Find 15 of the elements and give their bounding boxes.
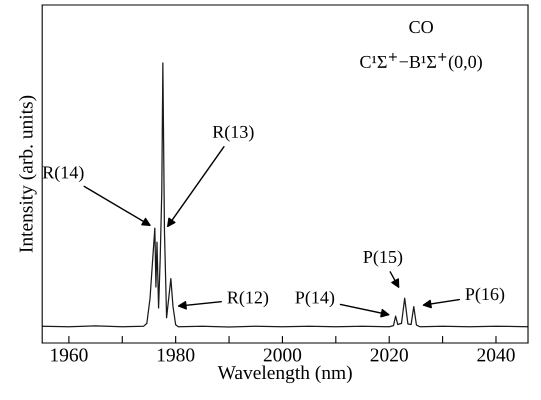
x-tick-label: 1980 (158, 348, 194, 362)
annotation: C¹Σ$^{+}$−B¹Σ$^{+}$(0,0) (360, 52, 482, 72)
x-axis-title: Wavelength (nm) (218, 365, 352, 384)
annotation: R(14) (42, 166, 84, 182)
annotation: R(12) (227, 290, 268, 308)
text: CO (409, 21, 433, 34)
annotation: P(15) (363, 250, 402, 267)
y-axis-title: Intensity (arb. units) (18, 96, 37, 252)
x-tick-label: 2040 (477, 348, 515, 362)
annotation: P(14) (295, 290, 334, 308)
x-tick-label: 2020 (370, 348, 408, 362)
x-tick-label: 1960 (51, 348, 88, 362)
annotation: P(16) (465, 287, 504, 304)
x-tick-label: 2000 (264, 348, 302, 362)
annotation: R(13) (212, 125, 254, 142)
